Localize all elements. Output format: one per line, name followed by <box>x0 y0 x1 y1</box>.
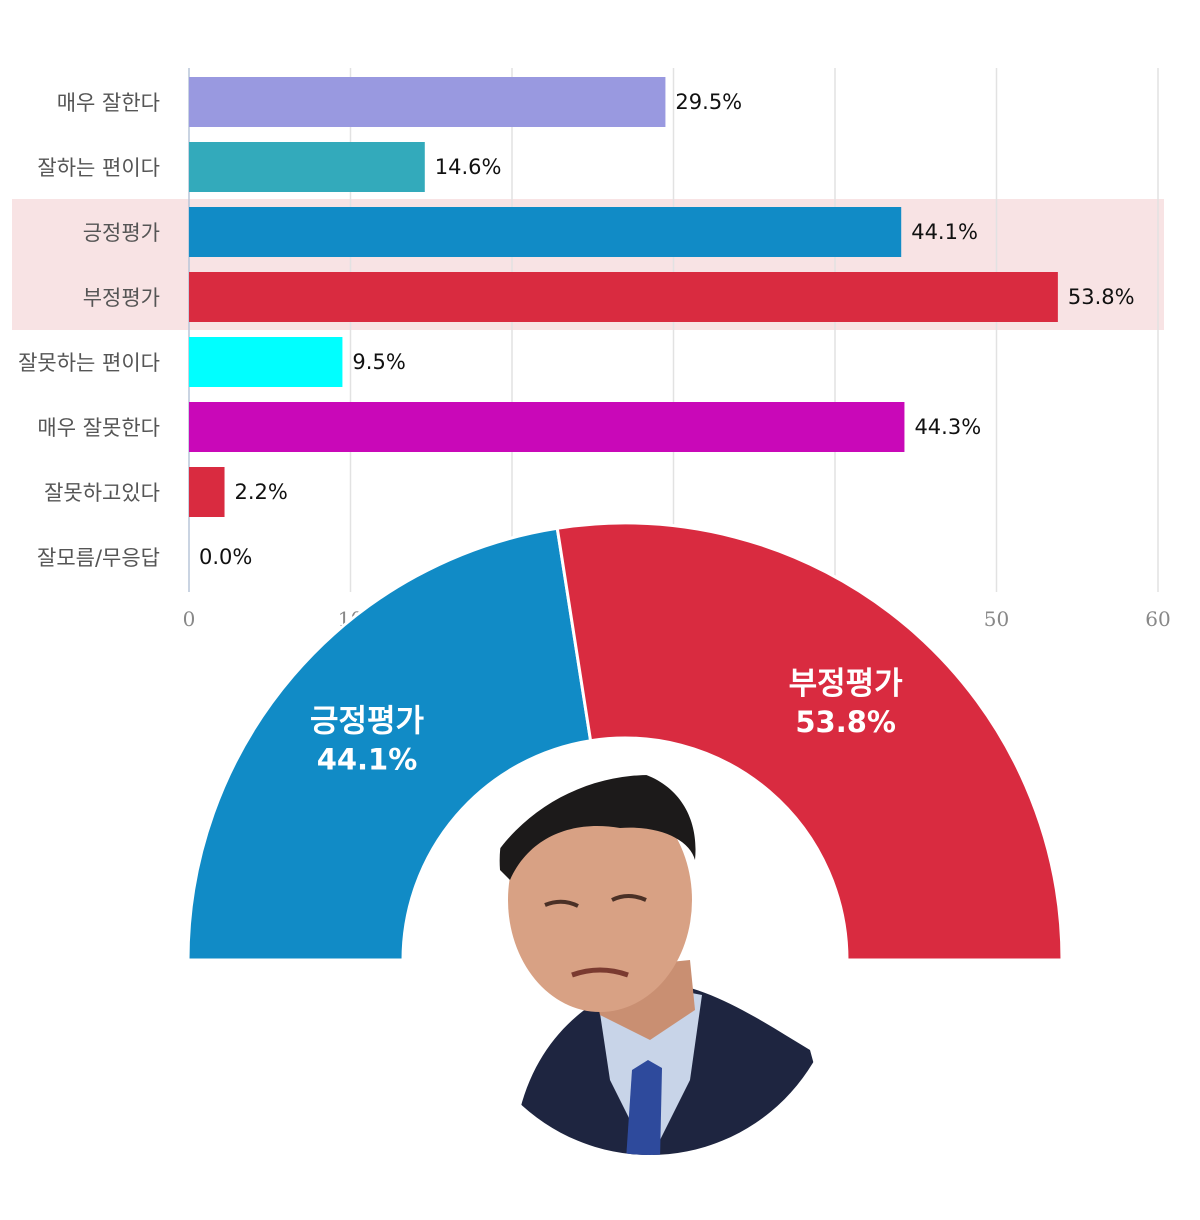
category-label: 부정평가 <box>83 286 160 310</box>
category-label: 잘못하는 편이다 <box>18 351 160 375</box>
data-label: 29.5% <box>675 90 742 114</box>
data-label: 0.0% <box>199 545 252 569</box>
category-label: 잘모름/무응답 <box>37 546 160 570</box>
x-tick-label: 60 <box>1145 607 1170 631</box>
data-label: 44.1% <box>911 220 978 244</box>
donut-slice <box>555 521 1064 962</box>
person-portrait-photo-icon <box>460 775 840 1155</box>
category-label: 긍정평가 <box>83 221 160 245</box>
bar <box>189 402 905 452</box>
bar <box>189 142 425 192</box>
value-labels-layer: 29.5% 14.6% 44.1% 53.8% 9.5% 44.3% 2.2% 0.0% <box>199 90 1135 569</box>
bar <box>189 467 225 517</box>
donut-slice <box>186 526 593 962</box>
slice-label: 긍정평가 <box>310 703 425 739</box>
data-label: 9.5% <box>352 350 405 374</box>
bars-layer <box>189 77 1058 517</box>
data-label: 53.8% <box>1068 285 1135 309</box>
category-label: 매우 잘못한다 <box>37 416 160 440</box>
x-tick-label: 0 <box>183 607 196 631</box>
slice-value-label: 44.1% <box>317 742 418 776</box>
data-label: 44.3% <box>914 415 981 439</box>
x-tick-label: 50 <box>984 607 1009 631</box>
data-label: 14.6% <box>435 155 502 179</box>
slice-label: 부정평가 <box>789 666 904 702</box>
bar <box>189 77 666 127</box>
bar <box>189 272 1058 322</box>
bar <box>189 207 902 257</box>
category-label: 매우 잘한다 <box>57 91 160 115</box>
category-label: 잘못하고있다 <box>44 481 160 505</box>
data-label: 2.2% <box>235 480 288 504</box>
slice-value-label: 53.8% <box>795 705 896 739</box>
half-donut-chart <box>186 521 1064 962</box>
category-label: 잘하는 편이다 <box>37 156 160 180</box>
bar <box>189 337 343 387</box>
